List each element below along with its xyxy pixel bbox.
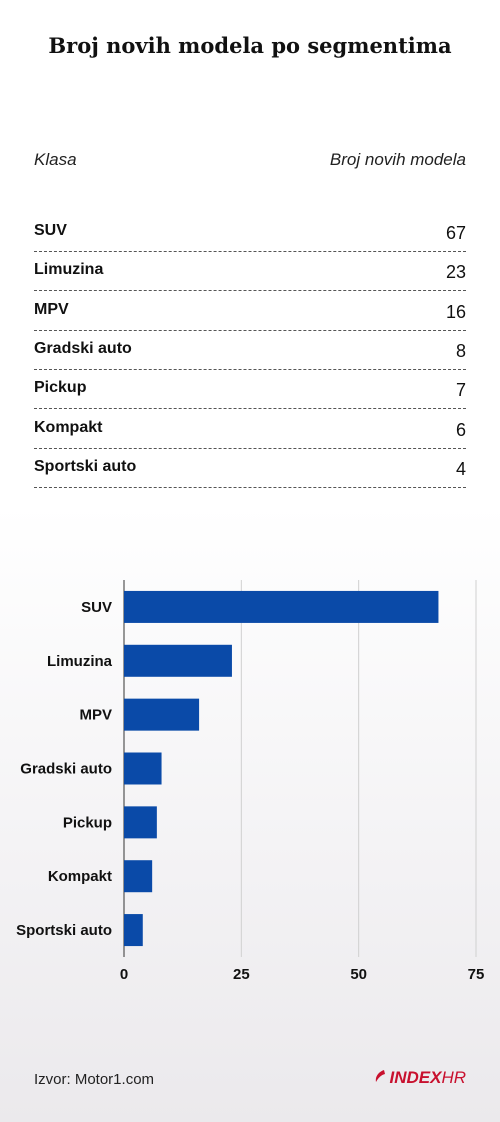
table-header: Klasa Broj novih modela (34, 150, 466, 174)
bar-chart: SUV Limuzina MPV Gradski auto Pickup Kompakt S… (16, 580, 485, 983)
category-label: MPV (79, 707, 112, 724)
logo-swoosh-icon (374, 1068, 386, 1088)
bar (124, 590, 439, 623)
row-count-value: 8 (455, 340, 466, 361)
row-class-label: Kompakt (34, 418, 103, 436)
table-row: Limuzina 23 (34, 251, 466, 292)
table-row: Kompakt 6 (34, 409, 466, 449)
row-count-value: 67 (445, 223, 466, 243)
bar (124, 806, 157, 839)
bar (124, 644, 232, 677)
bar (124, 698, 200, 731)
row-class-label: MPV (34, 300, 69, 318)
category-label: Limuzina (47, 653, 113, 670)
x-tick-label: 25 (233, 966, 250, 983)
bar (124, 860, 153, 893)
logo-text: INDEX (389, 1068, 442, 1087)
table-row: Gradski auto 8 (34, 330, 466, 370)
row-count-value: 4 (455, 458, 466, 479)
row-count-value: 6 (455, 419, 466, 440)
x-tick-label: 75 (468, 966, 485, 983)
table-row: Pickup 7 (34, 369, 466, 410)
column-header-count: Broj novih modela (329, 150, 466, 169)
row-class-label: Pickup (34, 379, 87, 397)
logo-suffix: HR (441, 1068, 466, 1087)
row-count-value: 16 (445, 301, 466, 322)
category-label: Pickup (63, 814, 112, 831)
category-label: Kompakt (48, 868, 112, 885)
table-row: MPV 16 (34, 291, 466, 331)
row-count-value: 23 (445, 262, 466, 283)
table-row: SUV 67 (34, 212, 466, 252)
row-count-value: 7 (455, 380, 466, 401)
column-header-class: Klasa (34, 150, 77, 169)
category-label: Sportski auto (16, 922, 112, 939)
bar (124, 914, 143, 947)
source-note: Izvor: Motor1.com (34, 1071, 155, 1088)
x-tick-label: 0 (120, 966, 128, 983)
x-tick-label: 50 (350, 966, 367, 983)
table-row: Sportski auto 4 (34, 448, 466, 488)
row-class-label: SUV (34, 222, 67, 239)
index-hr-logo: INDEXHR (374, 1068, 466, 1088)
row-class-label: Sportski auto (34, 457, 137, 475)
chart-title: Broj novih modela po segmentima (48, 33, 452, 58)
category-label: SUV (81, 599, 112, 616)
row-class-label: Limuzina (34, 261, 104, 279)
category-label: Gradski auto (20, 761, 112, 778)
row-class-label: Gradski auto (34, 339, 132, 357)
bar (124, 752, 162, 785)
